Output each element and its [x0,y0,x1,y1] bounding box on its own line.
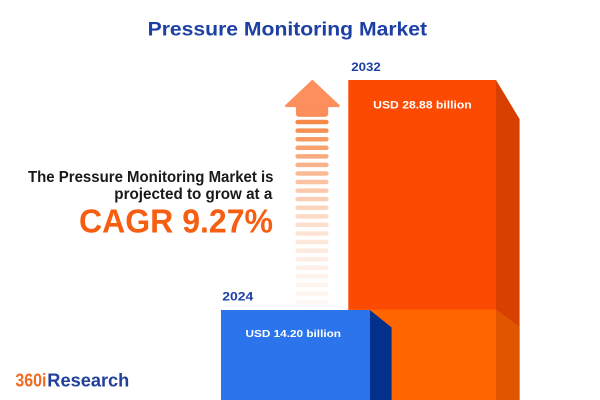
svg-text:2024: 2024 [222,289,253,303]
svg-text:CAGR 9.27%: CAGR 9.27% [79,203,273,240]
svg-text:Research: Research [47,370,129,391]
svg-text:360i: 360i [15,370,46,391]
svg-text:2032: 2032 [351,60,381,74]
svg-text:USD 28.88 billion: USD 28.88 billion [373,100,472,112]
svg-text:The Pressure Monitoring Market: The Pressure Monitoring Market is [28,169,274,186]
svg-text:Pressure Monitoring Market: Pressure Monitoring Market [148,19,428,41]
svg-text:USD 14.20 billion: USD 14.20 billion [246,328,342,340]
svg-text:projected to grow at a: projected to grow at a [114,186,272,203]
